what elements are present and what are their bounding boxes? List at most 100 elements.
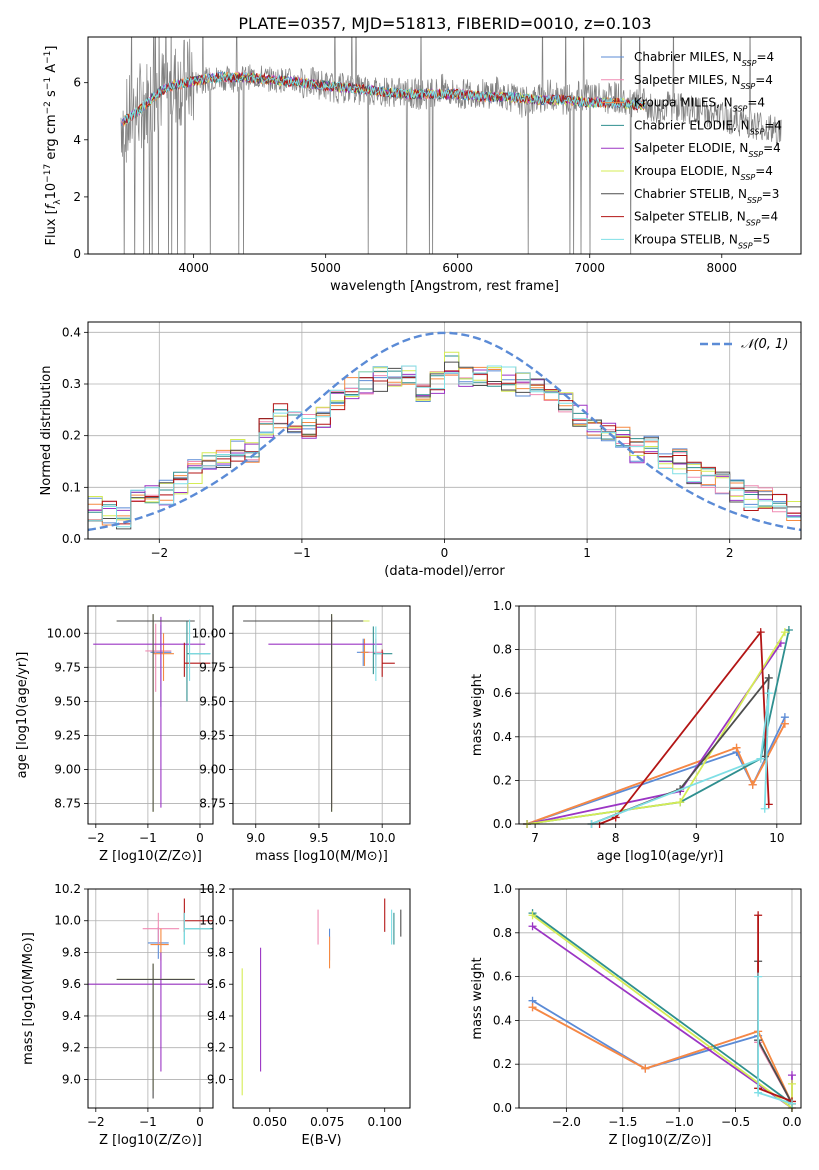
x-tick-label: −1: [139, 1115, 157, 1129]
errorbar-point-kroupa-stelib: [189, 619, 211, 681]
errorbar-point-chabrier-stelib: [243, 614, 364, 812]
y-tick-label: 9.00: [54, 763, 81, 777]
x-tick-label: −1: [293, 546, 311, 560]
legend-label: Salpeter ELODIE, NSSP=4: [634, 141, 781, 159]
axes-frame: [518, 888, 802, 1109]
x-tick-label: 0: [441, 546, 449, 560]
y-tick-label: 0.2: [493, 1057, 512, 1071]
x-tick-label: 0: [196, 1115, 204, 1129]
x-tick-label: 8: [612, 831, 620, 845]
y-axis-label: mass weight: [470, 957, 485, 1039]
plus-marker: [784, 625, 793, 634]
x-tick-label: 9.0: [246, 831, 265, 845]
massweight-line: [532, 1006, 793, 1104]
massweight-line: [526, 631, 786, 825]
y-tick-label: 0: [73, 247, 81, 261]
plus-marker: [760, 804, 769, 813]
axes-frame: [232, 888, 411, 1109]
y-tick-label: 0.1: [62, 480, 81, 494]
y-tick-label: 6: [73, 76, 81, 90]
massweight-series-salpeter-elodie: [528, 922, 796, 1112]
y-tick-label: 10.2: [54, 882, 81, 896]
errorbar-point-salpeter-elodie: [93, 616, 206, 808]
y-tick-label: 9.2: [207, 1041, 226, 1055]
massweight-line: [526, 642, 782, 825]
massweight-series-kroupa-elodie: [528, 911, 796, 1112]
model-spectrum-kroupa-stelib: [123, 71, 646, 124]
plus-marker: [764, 689, 773, 698]
massweight-series-salpeter-stelib: [754, 911, 796, 1106]
y-tick-label: 9.4: [207, 1009, 226, 1023]
axes-frame: [87, 605, 214, 825]
axes-frame: [518, 605, 802, 825]
plus-marker: [676, 798, 685, 807]
x-tick-label: 5000: [310, 261, 341, 275]
spectrum-plot-area: [120, 37, 782, 254]
spectrum-legend: Chabrier MILES, NSSP=4 Salpeter MILES, NS…: [601, 50, 782, 250]
errorbar-point-chabrier-stelib: [116, 614, 195, 812]
errorbar-point-chabrier-stelib: [116, 963, 195, 1099]
errorbar-point-kroupa-miles: [153, 633, 174, 681]
massweight-line: [531, 912, 793, 1105]
x-tick-label: 0.100: [368, 1115, 402, 1129]
errorbar-point-salpeter-miles: [145, 623, 172, 692]
plus-marker: [780, 719, 789, 728]
y-tick-label: 4: [73, 133, 81, 147]
errorbar-point-kroupa-stelib: [183, 912, 211, 945]
x-tick-label: 9: [692, 831, 700, 845]
y-tick-label: 9.6: [207, 977, 226, 991]
y-tick-label: 0.2: [62, 429, 81, 443]
y-axis-label: mass [log10(M/M⊙)]: [21, 932, 36, 1065]
x-tick-label: 9.5: [309, 831, 328, 845]
x-tick-label: 0: [196, 831, 204, 845]
plus-marker: [754, 972, 763, 981]
x-tick-label: 10: [769, 831, 784, 845]
x-tick-label: 0.075: [310, 1115, 344, 1129]
x-axis-label: Z [log10(Z/Z⊙)]: [99, 849, 202, 864]
panel-age_vs_mass: 9.0 9.5 10.0 8.75 9.00 9.25 9.50 9.75 10.00 mass …: [192, 605, 411, 864]
y-tick-label: 0.0: [493, 1101, 512, 1115]
x-tick-label: −2: [87, 1115, 105, 1129]
errorbar-point-salpeter-elodie: [88, 952, 208, 1072]
plus-marker: [528, 1003, 537, 1012]
massweight-line: [591, 693, 770, 825]
plus-marker: [787, 1099, 796, 1108]
y-tick-label: 0.8: [493, 643, 512, 657]
x-axis-label: Z [log10(Z/Z⊙)]: [609, 1133, 712, 1148]
y-tick-label: 9.75: [54, 660, 81, 674]
y-tick-label: 9.6: [62, 977, 81, 991]
panel-massweight_vs_age: 7 8 9 10 0.0 0.2 0.4 0.6 0.8 1.0 age [log10(age/yr…: [470, 599, 802, 864]
errorbar-point-salpeter-stelib: [183, 642, 211, 677]
legend-label: Kroupa ELODIE, NSSP=4: [634, 164, 773, 182]
legend-label: 𝒩(0, 1): [741, 337, 788, 352]
x-tick-label: 7000: [574, 261, 605, 275]
plus-marker: [787, 1079, 796, 1088]
y-tick-label: 9.8: [207, 945, 226, 959]
figure-title: PLATE=0357, MJD=51813, FIBERID=0010, z=0…: [238, 14, 651, 33]
panel-mass_vs_ebv: 0.050 0.075 0.100 9.0 9.2 9.4 9.6 9.8 10.0 10.2 E(…: [199, 882, 411, 1148]
plus-marker: [754, 911, 763, 920]
plus-marker: [780, 628, 789, 637]
y-tick-label: 9.25: [199, 728, 226, 742]
y-axis-label: mass weight: [470, 674, 485, 756]
massweight-series-chabrier-elodie: [528, 909, 796, 1108]
normal-distribution-curve: [87, 331, 802, 532]
x-axis-label: E(B-V): [301, 1133, 341, 1148]
legend-label: Salpeter STELIB, NSSP=4: [634, 210, 778, 228]
y-tick-label: 8.75: [54, 797, 81, 811]
massweight-series-salpeter-miles: [528, 1003, 796, 1108]
x-tick-label: −2.0: [552, 1115, 581, 1129]
y-tick-label: 10.2: [199, 882, 226, 896]
errorbar-point-kroupa-miles: [150, 928, 169, 961]
x-tick-label: −1.0: [665, 1115, 694, 1129]
panel-massweight_vs_Z: −2.0 −1.5 −1.0 −0.5 0.0 0.0 0.2 0.4 0.6 0.8 1.0 Z […: [470, 882, 802, 1148]
y-tick-label: 9.50: [199, 694, 226, 708]
massweight-line: [599, 629, 770, 825]
y-tick-label: 9.4: [62, 1009, 81, 1023]
y-tick-label: 9.2: [62, 1041, 81, 1055]
y-axis-label: Normed distribution: [39, 366, 54, 496]
y-axis-label: age [log10(age/yr)]: [15, 652, 30, 779]
y-tick-label: 0.6: [493, 686, 512, 700]
y-tick-label: 9.50: [54, 694, 81, 708]
